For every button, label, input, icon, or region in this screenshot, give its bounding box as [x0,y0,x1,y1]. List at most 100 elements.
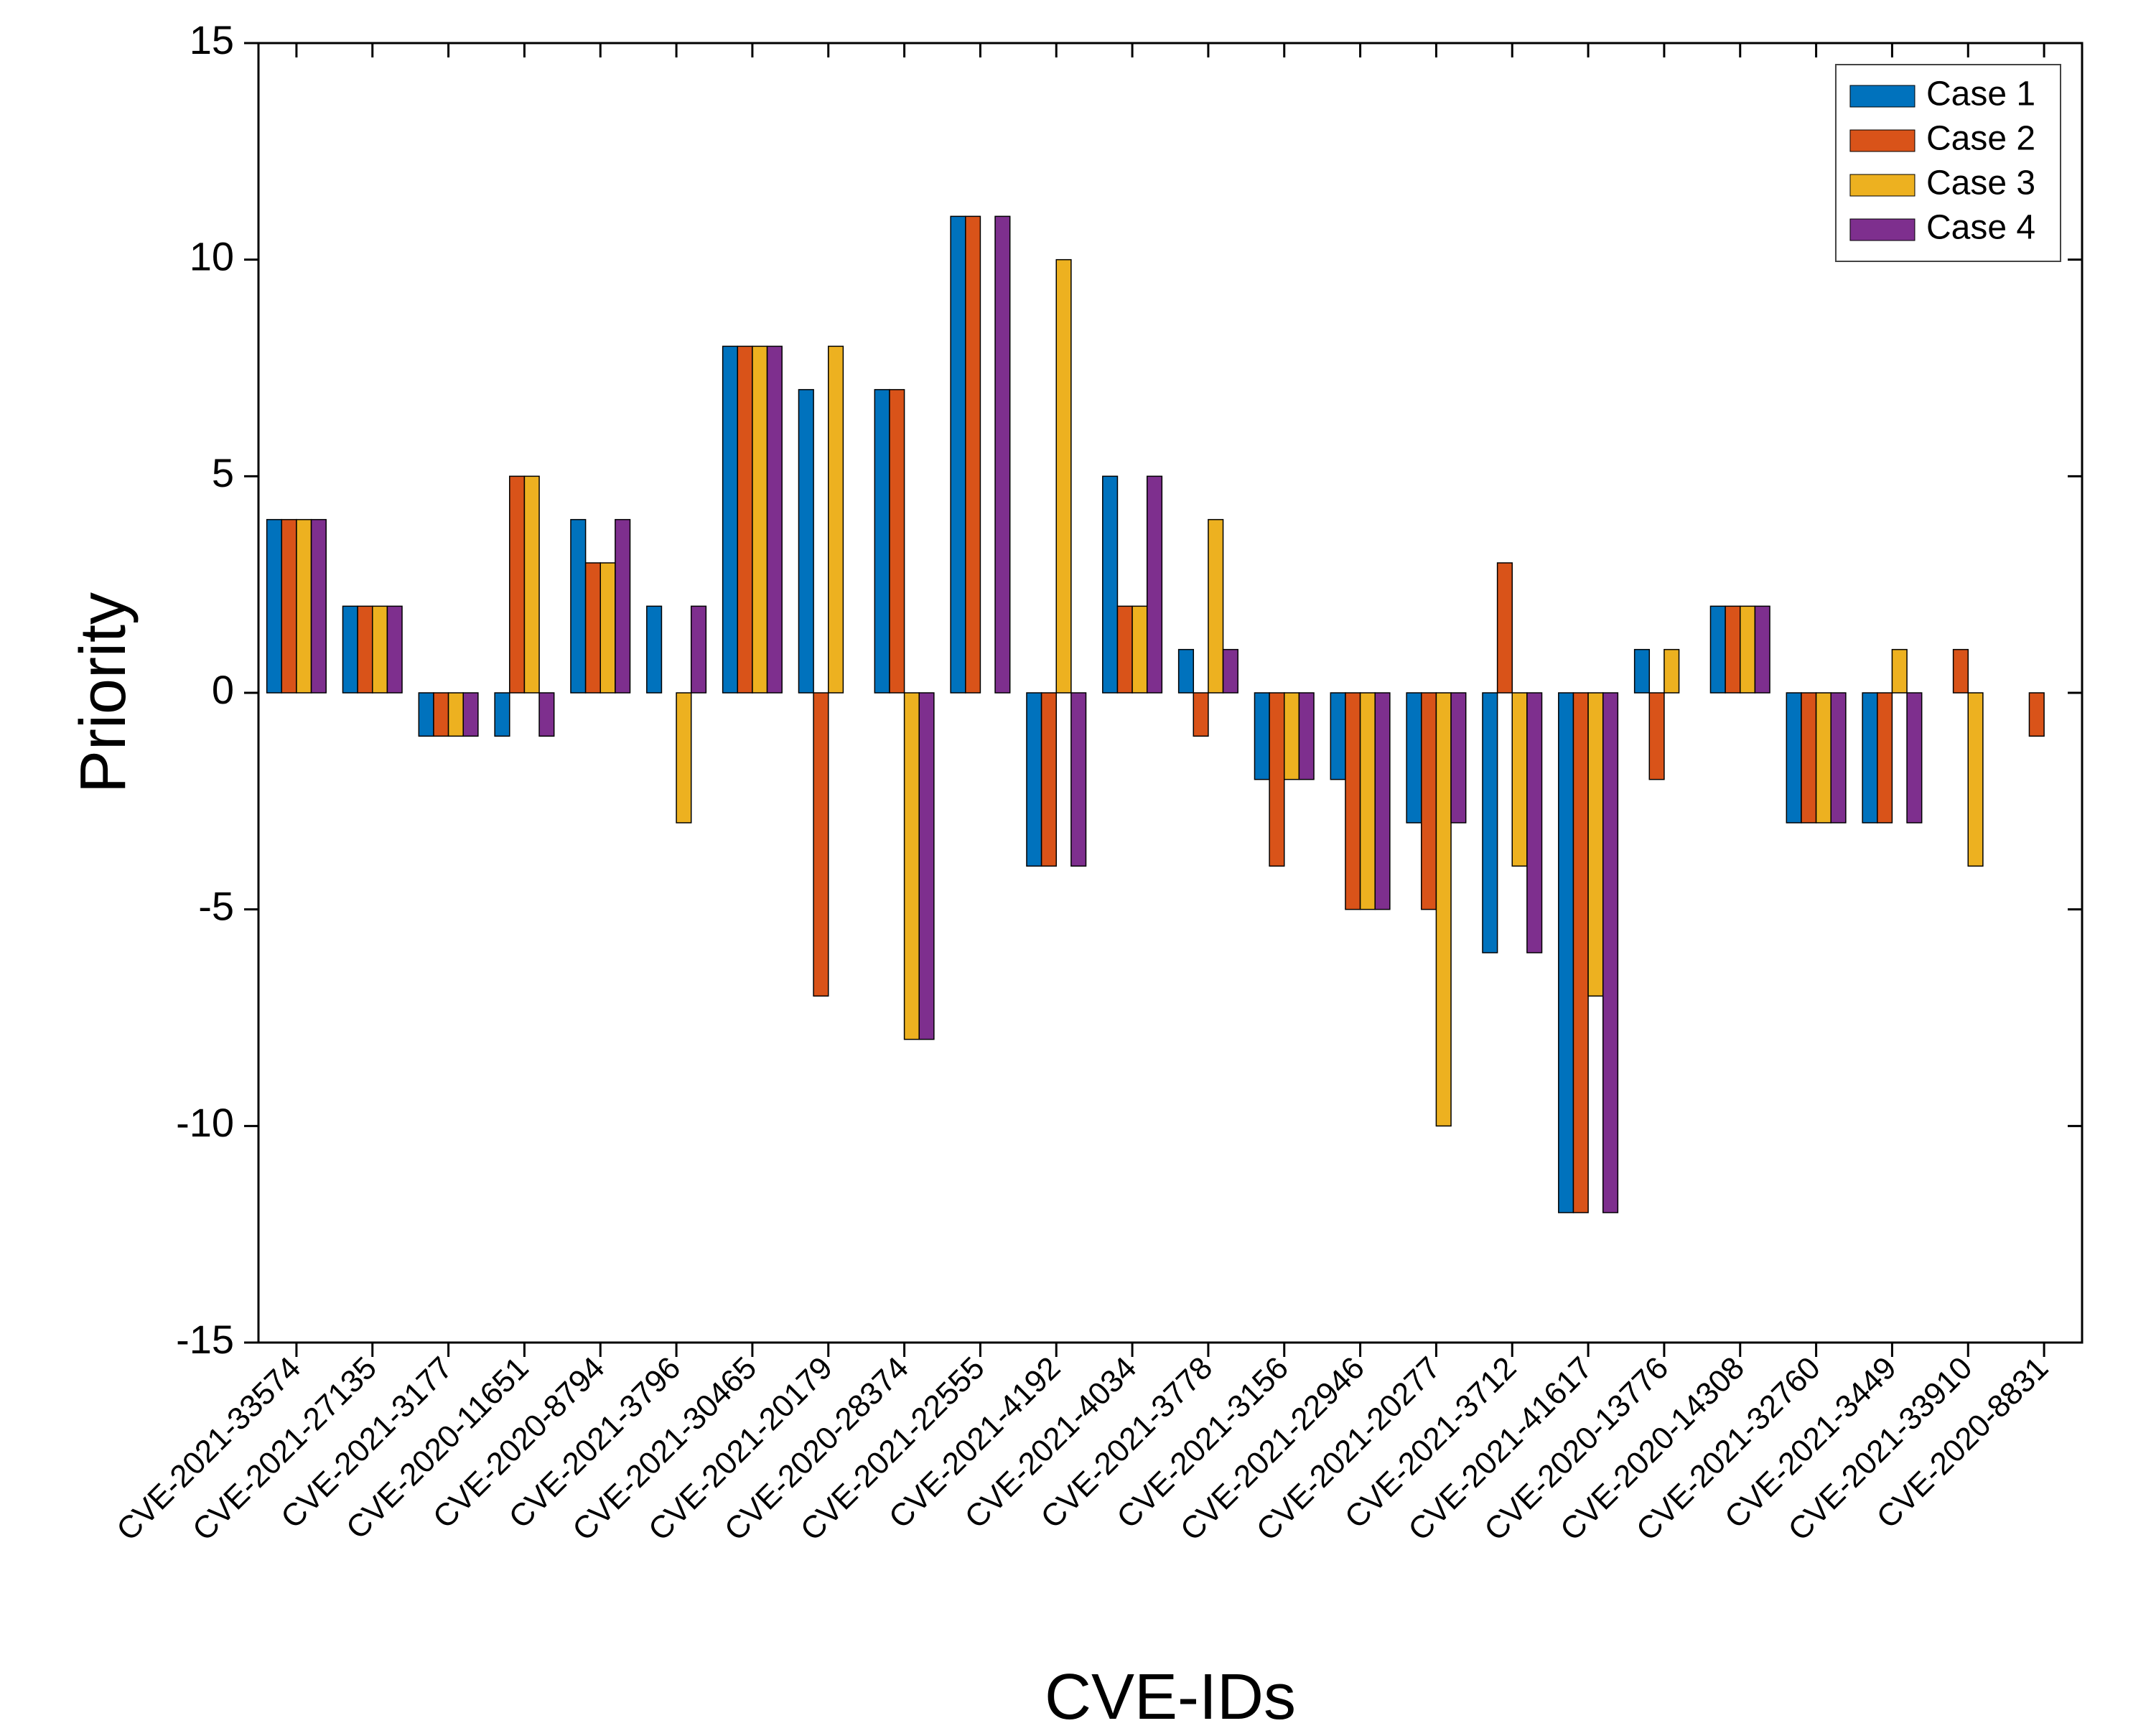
bar [1559,693,1574,1213]
bar [1179,650,1194,693]
bar [890,390,905,693]
bar [1042,693,1057,866]
bar [1801,693,1816,823]
legend-label: Case 2 [1926,120,2035,158]
bar [1907,693,1922,823]
bar [571,520,586,693]
bar [1056,260,1071,693]
legend-swatch [1850,174,1915,196]
bar [1725,606,1740,693]
bar [463,693,478,736]
bar [1968,693,1983,866]
bar [1635,650,1650,693]
bar [1254,693,1269,780]
bar [905,693,920,1040]
bar [358,606,373,693]
legend-label: Case 1 [1926,75,2035,113]
x-axis-label: CVE-IDs [1045,1661,1296,1733]
bar [342,606,358,693]
bar [1573,693,1588,1213]
bar [1786,693,1801,823]
bar [691,606,706,693]
bar [1027,693,1042,866]
bar [1527,693,1542,953]
bar [495,693,510,736]
bar [919,693,934,1040]
bar [312,520,327,693]
bar [767,346,783,693]
bar [524,476,539,693]
bar [387,606,402,693]
bar [1103,476,1118,693]
bar [798,390,813,693]
bar [373,606,388,693]
y-tick-label: -10 [176,1100,234,1145]
bar [600,563,615,693]
legend: Case 1 Case 2 Case 3 Case 4 [1836,65,2061,261]
bar [1451,693,1466,823]
bar [676,693,691,823]
bar [2029,693,2044,736]
bar [1345,693,1361,910]
bar [1132,606,1147,693]
bar [281,520,297,693]
bar [1208,520,1223,693]
bar [419,693,434,736]
bar [615,520,630,693]
bar [1117,606,1132,693]
y-axis-label: Priority [67,592,139,793]
bar [510,476,525,693]
bar [1862,693,1877,823]
bar [723,346,738,693]
bar [1954,650,1969,693]
bar [1483,693,1498,953]
bar [874,390,890,693]
bar [813,693,829,996]
legend-label: Case 4 [1926,209,2035,247]
y-tick-label: -5 [198,883,234,928]
bar [1330,693,1345,780]
bar [1740,606,1755,693]
bar [1892,650,1907,693]
bar [1269,693,1284,866]
y-tick-label: 15 [190,17,234,62]
bar [1649,693,1664,780]
bar [647,606,662,693]
bar [586,563,601,693]
bar [995,216,1010,693]
bar [1071,693,1086,866]
bar [1755,606,1770,693]
bar [539,693,554,736]
bar [1877,693,1893,823]
priority-bar-chart: -15-10-5051015CVE-2021-33574CVE-2021-271… [0,0,2151,1736]
bar [1664,650,1679,693]
legend-swatch [1850,219,1915,241]
bar [1147,476,1162,693]
bar [434,693,449,736]
y-tick-label: 10 [190,233,234,279]
bar [951,216,966,693]
bar [1361,693,1376,910]
bar [1498,563,1513,693]
bar [829,346,844,693]
chart-container: -15-10-5051015CVE-2021-33574CVE-2021-271… [0,0,2151,1736]
y-tick-label: -15 [176,1317,234,1362]
bar [297,520,312,693]
bar [1375,693,1390,910]
legend-label: Case 3 [1926,164,2035,202]
bar [1710,606,1725,693]
bar [1284,693,1300,780]
bar [1436,693,1451,1126]
bar [1299,693,1314,780]
bar [1422,693,1437,910]
y-tick-label: 5 [212,450,234,495]
bar [1588,693,1603,996]
bar [966,216,981,693]
legend-swatch [1850,130,1915,151]
bar [737,346,752,693]
bar [267,520,282,693]
bar [449,693,464,736]
y-tick-label: 0 [212,667,234,712]
bar [1831,693,1846,823]
legend-swatch [1850,85,1915,107]
